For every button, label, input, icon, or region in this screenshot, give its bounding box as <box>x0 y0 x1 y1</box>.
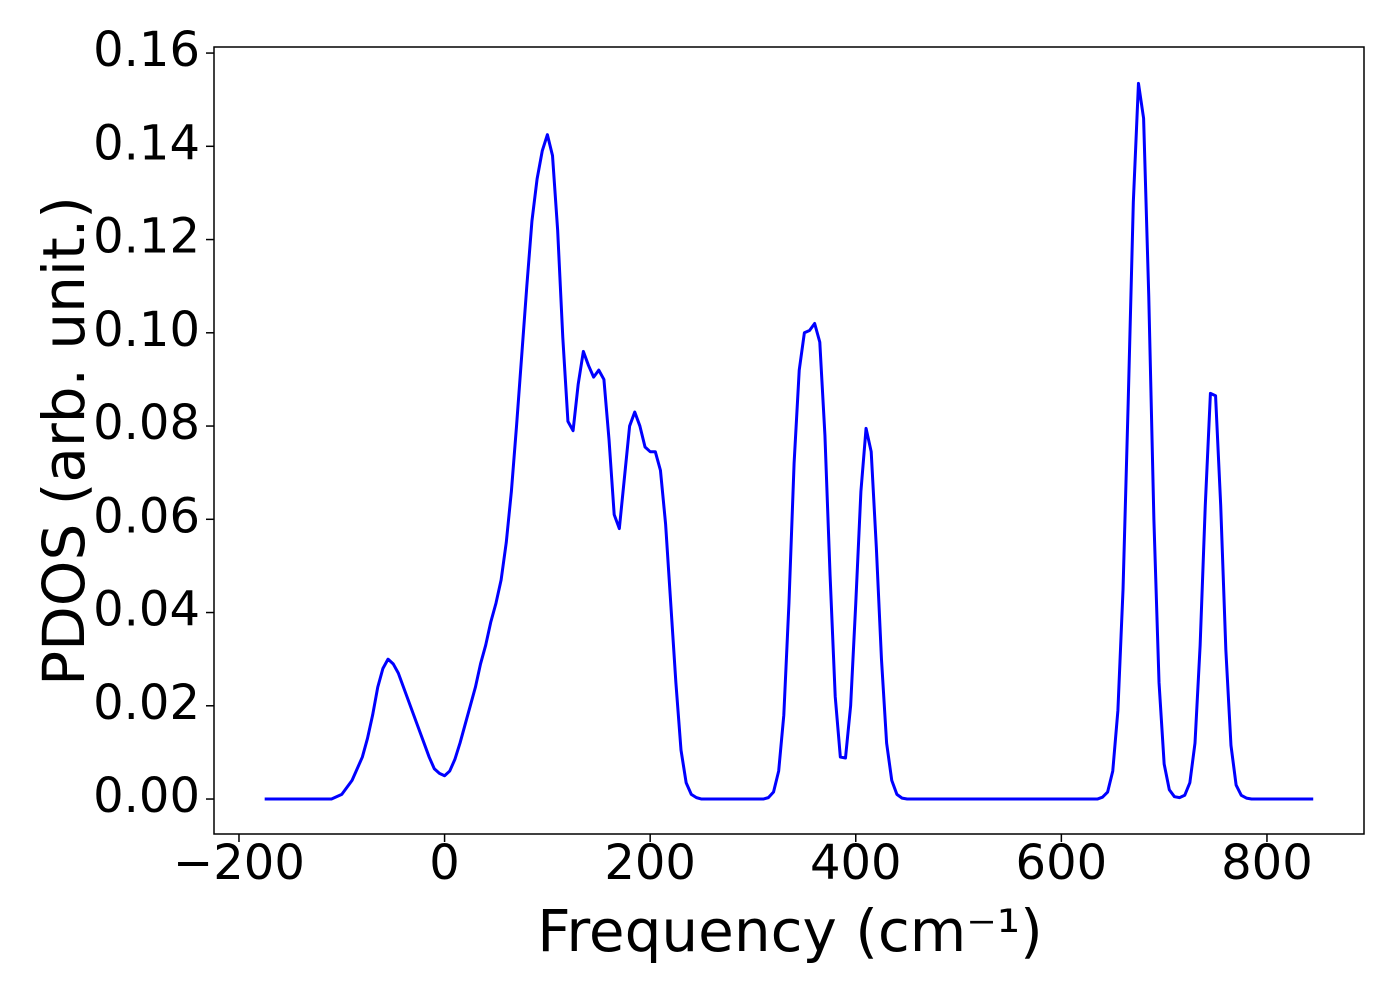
y-tick-label: 0.12 <box>93 209 200 265</box>
x-tick-label: 0 <box>429 835 460 891</box>
y-tick-label: 0.16 <box>93 22 200 78</box>
y-tick-label: 0.10 <box>93 302 200 358</box>
x-tick-label: 600 <box>1016 835 1108 891</box>
data-line <box>264 81 1314 801</box>
y-tick-label: 0.14 <box>93 115 200 171</box>
y-axis-label: PDOS (arb. unit.) <box>30 196 98 686</box>
y-tick-label: 0.08 <box>93 395 200 451</box>
y-tick-label: 0.00 <box>93 768 200 824</box>
x-tick-label: −200 <box>173 835 305 891</box>
y-tick-label: 0.06 <box>93 488 200 544</box>
x-tick-label: 800 <box>1221 835 1313 891</box>
x-axis-label: Frequency (cm⁻¹) <box>537 897 1043 965</box>
x-tick-label: 200 <box>604 835 696 891</box>
y-tick-label: 0.02 <box>93 675 200 731</box>
y-tick-label: 0.04 <box>93 582 200 638</box>
x-tick-label: 400 <box>810 835 902 891</box>
plot-frame <box>213 46 1365 835</box>
